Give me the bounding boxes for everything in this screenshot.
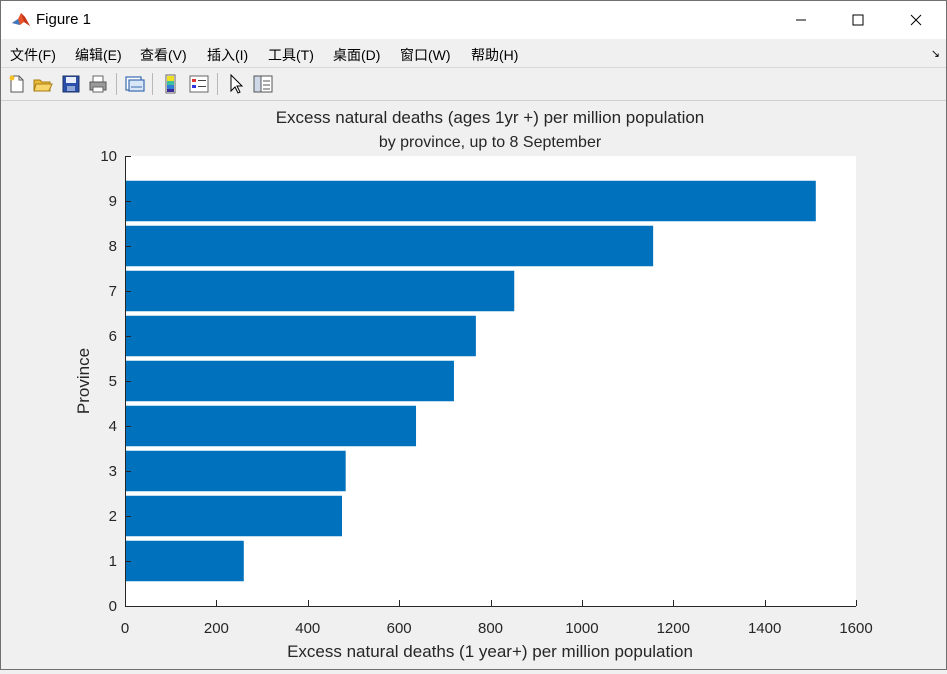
maximize-button[interactable] — [829, 1, 887, 39]
bar-province-7[interactable] — [125, 270, 515, 312]
colorbar-icon[interactable] — [160, 73, 182, 95]
dock-arrow-icon[interactable]: ↘ — [930, 48, 940, 60]
chart-title: Excess natural deaths (ages 1yr +) per m… — [276, 108, 705, 127]
save-icon[interactable] — [60, 73, 82, 95]
menu-help[interactable]: 帮助(H) — [471, 47, 519, 63]
toolbar-separator — [116, 73, 117, 95]
menu-tools[interactable]: 工具(T) — [268, 47, 314, 63]
bar-province-2[interactable] — [125, 495, 343, 537]
x-tick-label: 0 — [121, 620, 129, 637]
print-icon[interactable] — [87, 73, 109, 95]
link-plot-icon[interactable] — [123, 73, 145, 95]
y-tick-label: 0 — [109, 598, 117, 615]
toolbar-separator — [217, 73, 218, 95]
y-tick-label: 10 — [100, 148, 117, 165]
bars-group — [125, 180, 816, 582]
new-figure-icon[interactable] — [6, 73, 28, 95]
pointer-arrow-icon[interactable] — [225, 73, 247, 95]
x-axis-label: Excess natural deaths (1 year+) per mill… — [287, 642, 693, 661]
y-tick-label: 5 — [109, 373, 117, 390]
close-button[interactable] — [887, 1, 945, 39]
y-tick-label: 3 — [109, 463, 117, 480]
menu-desktop[interactable]: 桌面(D) — [333, 47, 381, 63]
figure-canvas[interactable]: Excess natural deaths (ages 1yr +) per m… — [1, 101, 946, 669]
toolbar-separator — [152, 73, 153, 95]
bar-chart[interactable]: Excess natural deaths (ages 1yr +) per m… — [1, 101, 946, 669]
x-tick-label: 400 — [295, 620, 320, 637]
y-tick-label: 1 — [109, 553, 117, 570]
y-tick-label: 6 — [109, 328, 117, 345]
property-inspector-icon[interactable] — [252, 73, 274, 95]
x-tick-label: 1600 — [839, 620, 872, 637]
maximize-icon — [852, 14, 864, 26]
bar-province-5[interactable] — [125, 360, 454, 402]
bar-province-4[interactable] — [125, 405, 417, 447]
y-tick-label: 4 — [109, 418, 117, 435]
menu-edit[interactable]: 编辑(E) — [75, 47, 122, 63]
y-tick-label: 8 — [109, 238, 117, 255]
menu-bar: 文件(F) 编辑(E) 查看(V) 插入(I) 工具(T) 桌面(D) 窗口(W… — [1, 39, 946, 67]
window-title: Figure 1 — [36, 11, 92, 28]
close-icon — [910, 14, 922, 26]
axes-group: 0 200 400 600 800 1000 1200 1400 1600 0 1 2 3 4 5 6 7 8 9 1… — [100, 148, 872, 637]
bar-province-6[interactable] — [125, 315, 476, 357]
menu-window[interactable]: 窗口(W) — [400, 47, 451, 63]
menu-view[interactable]: 查看(V) — [140, 47, 187, 63]
legend-icon[interactable] — [188, 73, 210, 95]
menu-file[interactable]: 文件(F) — [10, 47, 56, 63]
title-bar[interactable]: Figure 1 — [1, 1, 946, 39]
y-axis-label: Province — [74, 348, 93, 414]
y-tick-label: 7 — [109, 283, 117, 300]
figure-toolbar — [1, 67, 946, 101]
x-tick-label: 1000 — [565, 620, 598, 637]
minimize-button[interactable] — [772, 1, 830, 39]
y-tick-label: 9 — [109, 193, 117, 210]
bar-province-3[interactable] — [125, 450, 346, 492]
bar-province-1[interactable] — [125, 540, 244, 582]
open-folder-icon[interactable] — [32, 73, 54, 95]
bar-province-9[interactable] — [125, 180, 816, 222]
x-tick-label: 600 — [387, 620, 412, 637]
x-tick-label: 1200 — [657, 620, 690, 637]
x-tick-label: 1400 — [748, 620, 781, 637]
x-tick-label: 800 — [478, 620, 503, 637]
bar-province-8[interactable] — [125, 225, 654, 267]
menu-insert[interactable]: 插入(I) — [207, 47, 249, 63]
matlab-logo-icon — [11, 10, 31, 30]
x-tick-label: 200 — [204, 620, 229, 637]
chart-subtitle: by province, up to 8 September — [379, 134, 602, 151]
y-tick-label: 2 — [109, 508, 117, 525]
minimize-icon — [796, 19, 806, 21]
